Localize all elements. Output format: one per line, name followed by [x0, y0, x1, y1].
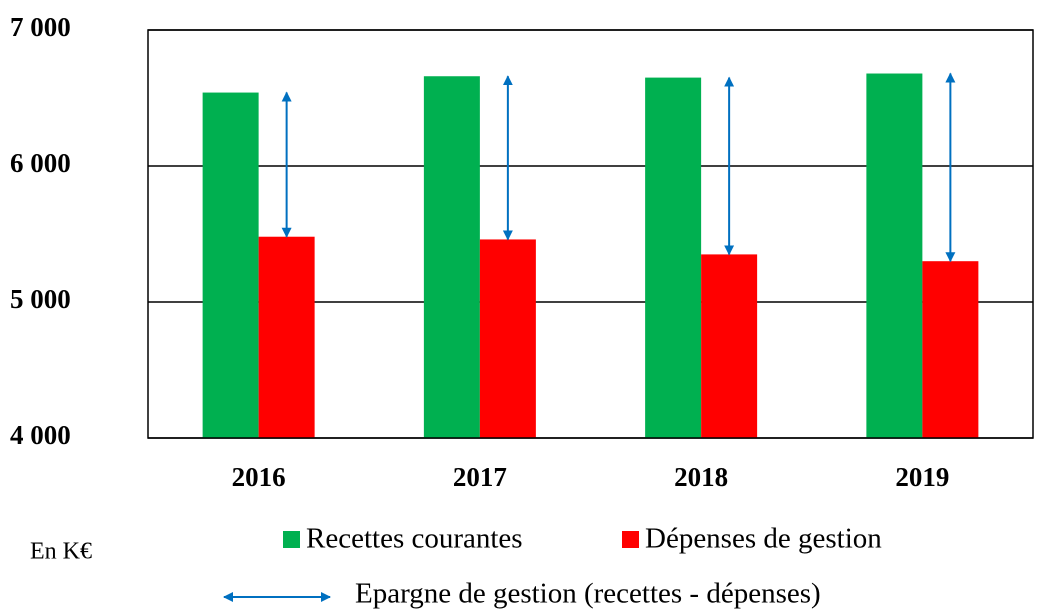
- bar: [258, 236, 315, 438]
- x-tick-label: 2017: [453, 462, 507, 492]
- bar: [701, 254, 758, 438]
- bar: [479, 239, 536, 438]
- y-tick-label: 7 000: [10, 12, 71, 42]
- legend-label: Recettes courantes: [306, 523, 523, 555]
- y-tick-label: 6 000: [10, 148, 71, 178]
- bar: [866, 73, 923, 439]
- x-tick-label: 2018: [674, 462, 728, 492]
- unit-label: En K€: [30, 539, 92, 565]
- legend-swatch: [283, 531, 300, 548]
- x-tick-label: 2016: [232, 462, 286, 492]
- legend-label: Dépenses de gestion: [645, 523, 882, 555]
- bar: [423, 76, 480, 439]
- legend-swatch: [622, 531, 639, 548]
- plot-border: [147, 29, 1034, 439]
- y-tick-label: 5 000: [10, 284, 71, 314]
- bar: [645, 77, 702, 438]
- bar: [202, 92, 259, 438]
- bar: [922, 261, 979, 438]
- x-tick-label: 2019: [895, 462, 949, 492]
- y-tick-label: 4 000: [10, 420, 71, 450]
- legend-label: Epargne de gestion (recettes - dépenses): [355, 578, 821, 610]
